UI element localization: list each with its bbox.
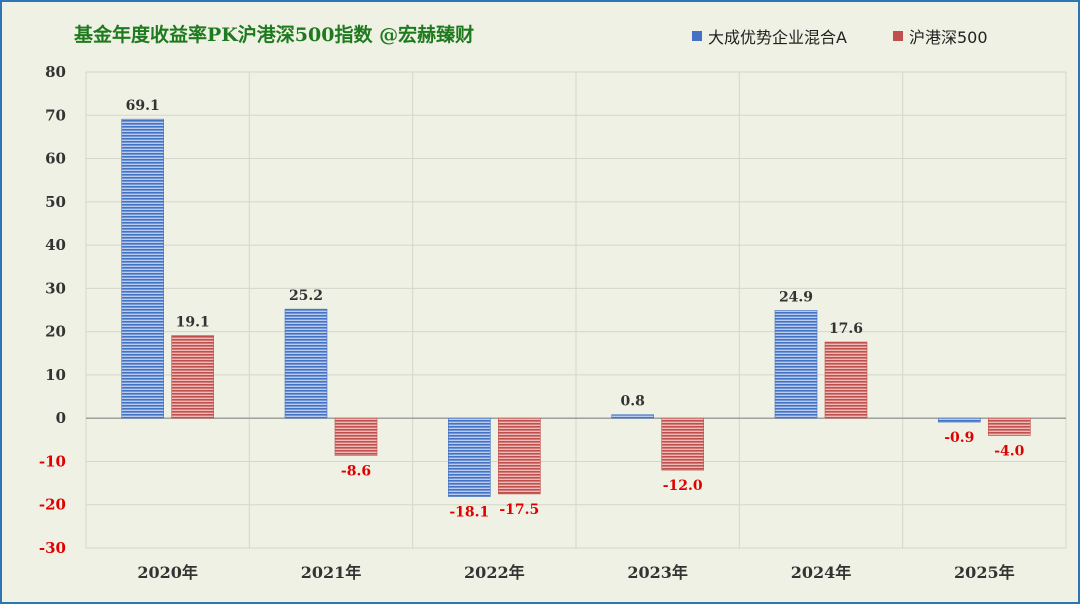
data-label: -8.6 [341, 463, 371, 479]
y-tick-label: -20 [39, 496, 66, 514]
bar-series-2 [334, 417, 378, 456]
x-tick-label: 2022年 [464, 563, 525, 582]
legend-item-series-2: 沪港深500 [892, 24, 988, 48]
bar-series-1 [611, 414, 654, 419]
legend: 大成优势企业混合A 沪港深500 [692, 24, 988, 48]
bar-series-2 [171, 335, 214, 419]
bar-series-1 [448, 417, 491, 497]
bar-series-1 [121, 118, 164, 419]
legend-label-series-1: 大成优势企业混合A [708, 28, 847, 47]
x-tick-label: 2023年 [627, 563, 688, 582]
data-label: -17.5 [499, 502, 539, 518]
y-tick-label: 0 [56, 409, 66, 427]
data-label: -18.1 [449, 505, 489, 521]
x-tick-label: 2024年 [791, 563, 852, 582]
y-tick-label: -10 [39, 452, 66, 470]
y-tick-label: 40 [45, 236, 66, 254]
data-label: 19.1 [176, 315, 210, 331]
x-tick-label: 2021年 [301, 563, 362, 582]
data-label: 69.1 [126, 98, 160, 114]
bar-series-1 [284, 308, 328, 419]
y-tick-label: 10 [45, 366, 66, 384]
x-tick-label: 2020年 [137, 563, 198, 582]
legend-item-series-1: 大成优势企业混合A [692, 24, 847, 48]
data-label: -0.9 [944, 430, 974, 446]
legend-swatch-series-2 [892, 31, 903, 41]
legend-swatch-series-1 [692, 31, 702, 41]
data-label: -12.0 [663, 478, 703, 494]
y-tick-label: 20 [45, 323, 66, 341]
y-tick-label: 30 [45, 279, 66, 297]
data-label: 0.8 [620, 394, 644, 410]
legend-label-series-2: 沪港深500 [908, 28, 988, 47]
data-label: -4.0 [994, 443, 1024, 459]
bar-series-2 [661, 417, 704, 471]
data-label: 25.2 [289, 288, 323, 304]
data-label: 17.6 [829, 321, 863, 337]
y-tick-label: -30 [39, 539, 66, 557]
bar-series-2 [988, 417, 1031, 436]
y-tick-label: 50 [45, 193, 66, 211]
y-tick-label: 80 [45, 63, 66, 81]
y-tick-label: 70 [45, 106, 66, 124]
bar-series-2 [824, 341, 868, 419]
bar-series-2 [498, 417, 541, 495]
bar-series-1 [774, 310, 818, 419]
bar-series-1 [938, 417, 981, 423]
data-label: 24.9 [779, 289, 813, 305]
y-tick-label: 60 [45, 150, 66, 168]
x-tick-label: 2025年 [954, 563, 1015, 582]
chart-title: 基金年度收益率PK沪港深500指数 @宏赫臻财 [74, 24, 475, 46]
